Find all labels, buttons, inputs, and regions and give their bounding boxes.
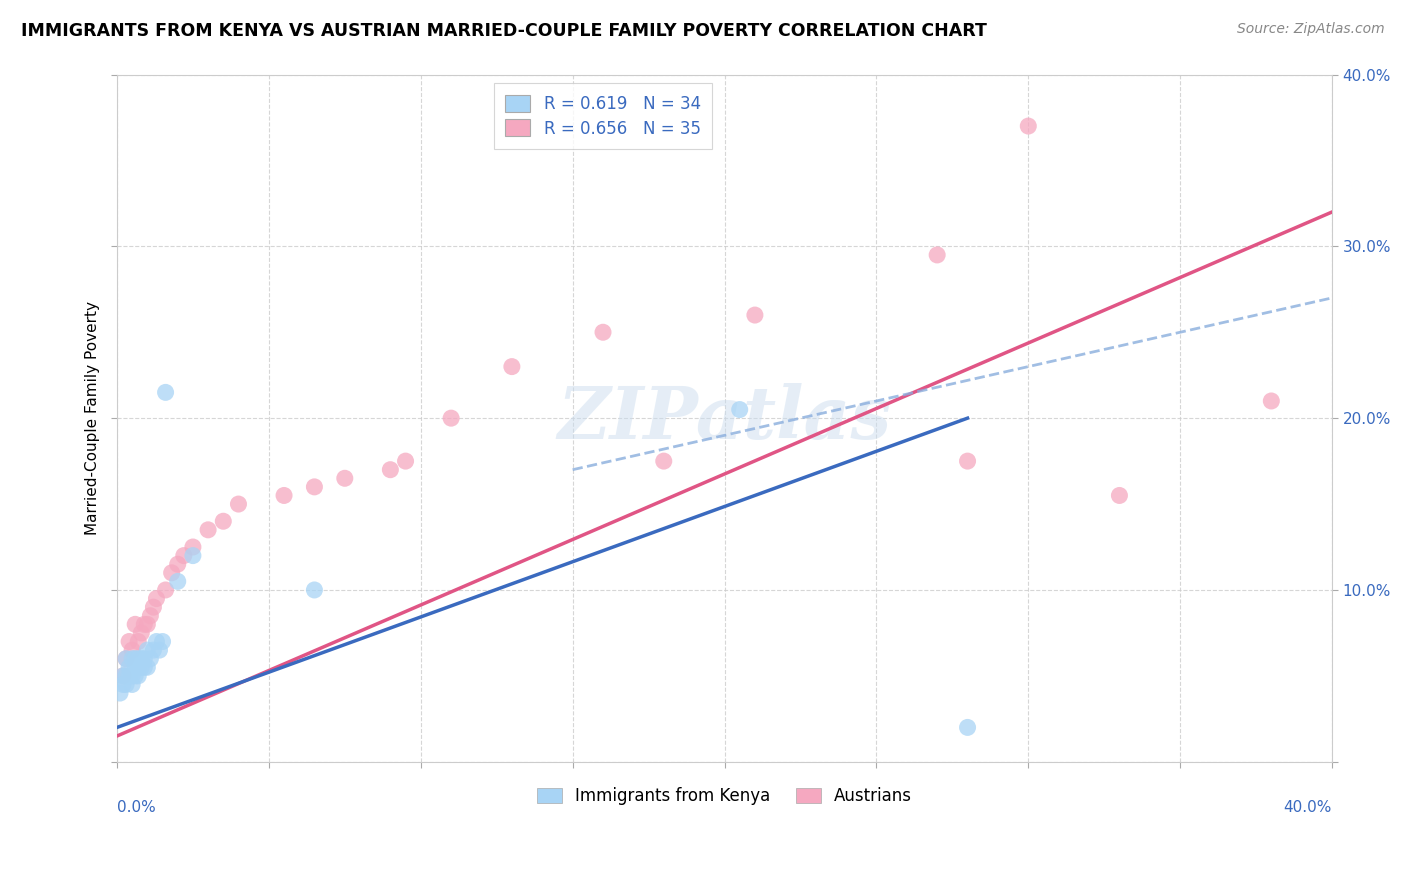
Point [152,634,174,648]
Point [304,582,326,597]
Point [115,677,138,691]
Point [142,643,165,657]
Point [155,385,177,400]
Point [728,402,751,417]
Point [121,677,143,691]
Text: ZIPatlas: ZIPatlas [557,383,891,454]
Point [394,454,416,468]
Point [127,651,149,665]
Point [121,643,143,657]
Point [1108,488,1130,502]
Point [927,248,949,262]
Point [115,651,138,665]
Point [136,617,159,632]
Point [136,643,159,657]
Point [121,651,143,665]
Point [1260,394,1282,409]
Point [118,660,141,674]
Text: 40.0%: 40.0% [1284,799,1331,814]
Point [145,591,167,606]
Point [134,651,156,665]
Point [501,359,523,374]
Point [134,660,156,674]
Point [160,566,183,580]
Point [129,660,152,674]
Point [956,454,979,468]
Y-axis label: Married-Couple Family Poverty: Married-Couple Family Poverty [86,301,100,535]
Point [112,669,135,683]
Point [956,720,979,734]
Point [181,540,204,554]
Point [173,549,195,563]
Point [124,617,146,632]
Point [129,651,152,665]
Point [380,463,402,477]
Text: 0.0%: 0.0% [117,799,156,814]
Text: Source: ZipAtlas.com: Source: ZipAtlas.com [1237,22,1385,37]
Point [115,669,138,683]
Point [115,651,138,665]
Point [112,677,135,691]
Point [166,574,188,589]
Point [127,669,149,683]
Point [304,480,326,494]
Point [166,558,188,572]
Point [118,634,141,648]
Point [744,308,766,322]
Point [127,634,149,648]
Point [136,660,159,674]
Point [112,669,135,683]
Point [139,608,162,623]
Point [148,643,170,657]
Point [181,549,204,563]
Point [333,471,356,485]
Point [440,411,463,425]
Point [197,523,219,537]
Text: IMMIGRANTS FROM KENYA VS AUSTRIAN MARRIED-COUPLE FAMILY POVERTY CORRELATION CHAR: IMMIGRANTS FROM KENYA VS AUSTRIAN MARRIE… [21,22,987,40]
Point [121,669,143,683]
Point [228,497,250,511]
Point [142,600,165,615]
Point [124,651,146,665]
Point [124,669,146,683]
Point [127,660,149,674]
Point [273,488,295,502]
Point [592,325,614,339]
Point [118,669,141,683]
Point [139,651,162,665]
Point [155,582,177,597]
Point [108,686,131,700]
Point [129,626,152,640]
Point [124,660,146,674]
Point [134,617,156,632]
Point [652,454,675,468]
Legend: R = 0.619   N = 34, R = 0.656   N = 35: R = 0.619 N = 34, R = 0.656 N = 35 [494,83,713,149]
Point [145,634,167,648]
Point [212,514,235,528]
Point [1017,119,1039,133]
